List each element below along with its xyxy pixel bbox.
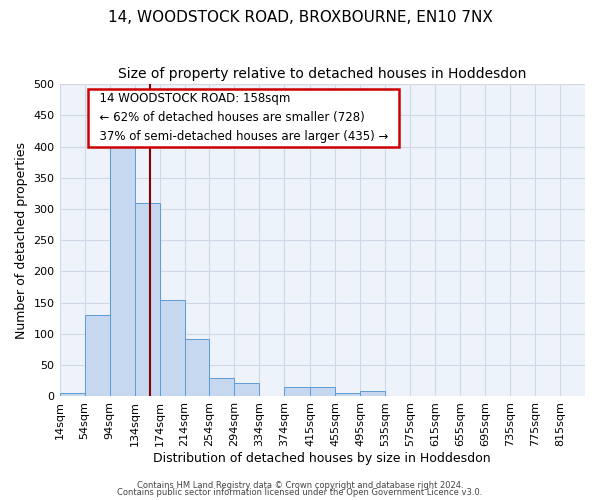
X-axis label: Distribution of detached houses by size in Hoddesdon: Distribution of detached houses by size …: [154, 452, 491, 465]
Bar: [310, 387, 335, 396]
Text: Contains HM Land Registry data © Crown copyright and database right 2024.: Contains HM Land Registry data © Crown c…: [137, 480, 463, 490]
Text: 14, WOODSTOCK ROAD, BROXBOURNE, EN10 7NX: 14, WOODSTOCK ROAD, BROXBOURNE, EN10 7NX: [107, 10, 493, 25]
Y-axis label: Number of detached properties: Number of detached properties: [15, 142, 28, 339]
Text: 14 WOODSTOCK ROAD: 158sqm
  ← 62% of detached houses are smaller (728)
  37% of : 14 WOODSTOCK ROAD: 158sqm ← 62% of detac…: [92, 92, 396, 143]
Title: Size of property relative to detached houses in Hoddesdon: Size of property relative to detached ho…: [118, 68, 526, 82]
Bar: [85, 315, 110, 396]
Bar: [335, 394, 360, 396]
Bar: [59, 394, 85, 396]
Bar: [235, 382, 259, 396]
Bar: [360, 392, 385, 396]
Bar: [110, 144, 134, 396]
Bar: [134, 203, 160, 396]
Bar: [185, 339, 209, 396]
Bar: [209, 378, 235, 396]
Bar: [284, 387, 310, 396]
Text: Contains public sector information licensed under the Open Government Licence v3: Contains public sector information licen…: [118, 488, 482, 497]
Bar: [160, 300, 185, 396]
